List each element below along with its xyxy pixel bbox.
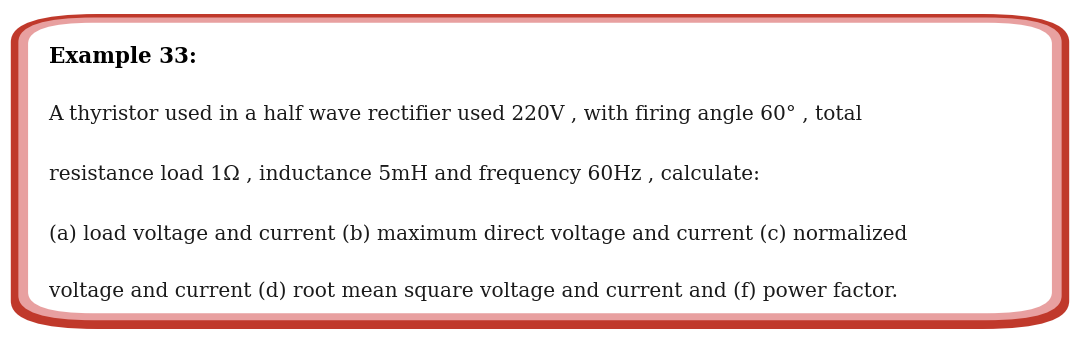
Text: A thyristor used in a half wave rectifier used 220V , with firing angle 60° , to: A thyristor used in a half wave rectifie… xyxy=(49,105,863,124)
FancyBboxPatch shape xyxy=(18,18,1062,320)
Text: (a) load voltage and current (b) maximum direct voltage and current (c) normaliz: (a) load voltage and current (b) maximum… xyxy=(49,224,907,244)
Text: resistance load 1Ω , inductance 5mH and frequency 60Hz , calculate:: resistance load 1Ω , inductance 5mH and … xyxy=(49,164,759,183)
Text: Example 33:: Example 33: xyxy=(49,46,197,68)
Text: voltage and current (d) root mean square voltage and current and (f) power facto: voltage and current (d) root mean square… xyxy=(49,282,897,301)
FancyBboxPatch shape xyxy=(11,14,1069,329)
FancyBboxPatch shape xyxy=(28,23,1052,313)
